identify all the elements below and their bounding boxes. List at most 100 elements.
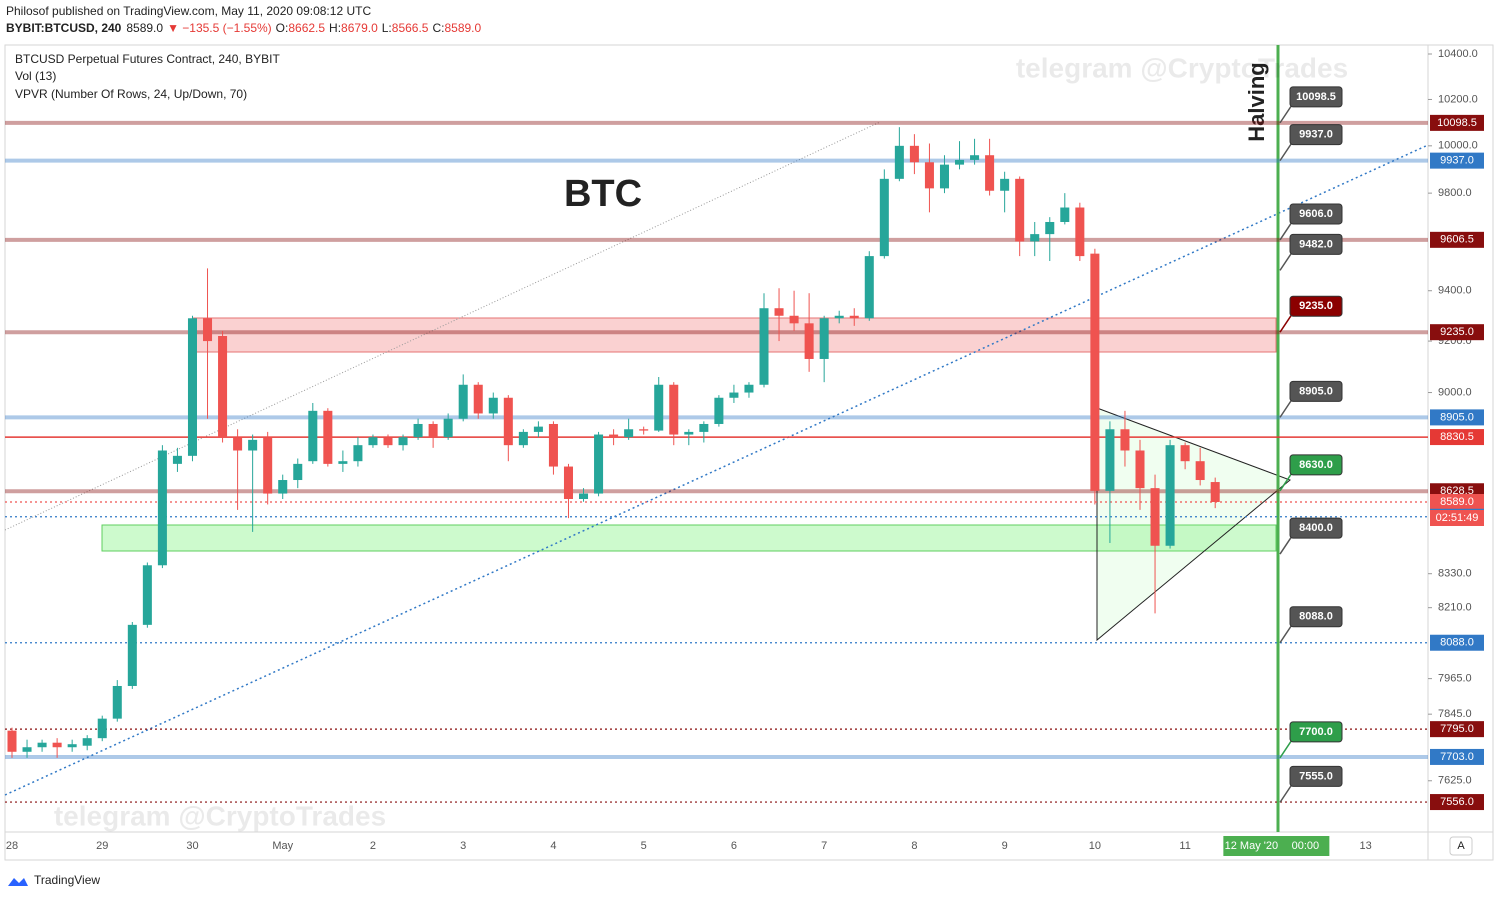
price: 8589.0	[126, 21, 163, 35]
brand: TradingView	[8, 873, 100, 887]
candle-body	[7, 730, 17, 752]
candle-body	[97, 718, 107, 739]
level-label: 10098.5	[1437, 117, 1477, 129]
callout-label: 9482.0	[1299, 238, 1333, 250]
candle-body	[684, 431, 694, 435]
candle-body	[804, 323, 814, 359]
ohlc-key: H:	[329, 21, 341, 35]
callout-pointer	[1279, 251, 1293, 271]
candle-body	[533, 426, 543, 432]
candle-body	[864, 256, 874, 319]
candle-body	[729, 392, 739, 398]
candle-body	[1060, 207, 1070, 222]
candle-body	[834, 315, 844, 319]
callout-box	[1289, 203, 1343, 225]
candle-body	[970, 155, 980, 160]
candle-body	[609, 434, 619, 438]
x-tick-label: 8	[911, 840, 917, 852]
x-tick-label: 28	[6, 840, 18, 852]
countdown-bg	[1430, 509, 1484, 526]
candle-body	[503, 397, 513, 446]
halving-label: Halving	[1244, 62, 1269, 141]
candle-body	[518, 431, 528, 446]
watermark: telegram @CryptoTrades	[1016, 52, 1348, 83]
brand-icon	[8, 878, 28, 886]
callout-label: 8088.0	[1299, 611, 1333, 623]
candle-body	[413, 423, 423, 438]
candle-body	[714, 397, 724, 424]
callout-box	[1289, 86, 1343, 108]
candle-body	[82, 738, 92, 746]
cursor-date: 12 May '20	[1225, 840, 1278, 852]
level-label: 7795.0	[1440, 723, 1474, 735]
y-tick-label: 7625.0	[1438, 775, 1472, 787]
level-label-bg	[1430, 748, 1484, 765]
callout-pointer	[1279, 535, 1293, 555]
candle-body	[849, 315, 859, 319]
chart-title: BTC	[564, 173, 642, 215]
candle-body	[789, 315, 799, 324]
x-tick-label: 4	[550, 840, 556, 852]
candle-body	[428, 423, 438, 438]
publisher: Philosof published on TradingView.com, M…	[6, 4, 371, 18]
callout-pointer	[1279, 783, 1293, 803]
x-tick-label: 2	[370, 840, 376, 852]
callout-label: 9606.0	[1299, 208, 1333, 220]
candle-body	[1210, 482, 1220, 502]
callout-label: 8905.0	[1299, 385, 1333, 397]
callout-pointer	[1279, 104, 1293, 124]
y-tick-label: 8330.0	[1438, 568, 1472, 580]
candle-body	[909, 145, 919, 163]
callout-box	[1289, 233, 1343, 255]
candle-body	[248, 439, 258, 451]
callout-pointer	[1279, 221, 1293, 241]
level-label-bg	[1430, 324, 1484, 341]
auto-scale-button[interactable]	[1449, 836, 1473, 856]
auto-scale-label[interactable]: A	[1457, 840, 1465, 852]
level-label: 9937.0	[1440, 155, 1474, 167]
candle-body	[1090, 253, 1100, 491]
trend-line	[4, 121, 881, 531]
level-label-bg	[1430, 493, 1484, 510]
candle-body	[308, 410, 318, 462]
candle-body	[203, 318, 213, 342]
callout-pointer	[1279, 398, 1293, 418]
candle-body	[1120, 429, 1130, 451]
callout-label: 7700.0	[1299, 726, 1333, 738]
y-tick-label: 8210.0	[1438, 602, 1472, 614]
trend-line	[4, 144, 1429, 796]
candle-body	[22, 747, 32, 752]
change: ▼ −135.5 (−1.55%)	[167, 21, 272, 35]
level-label-bg	[1430, 634, 1484, 651]
candle-body	[187, 318, 197, 456]
candle-body	[383, 437, 393, 446]
candle-body	[473, 384, 483, 414]
candle-body	[699, 423, 709, 432]
callout-pointer	[1279, 472, 1293, 492]
level-label-bg	[1430, 721, 1484, 738]
y-tick-label: 10200.0	[1438, 93, 1478, 105]
candle-body	[819, 318, 829, 359]
candle-body	[443, 418, 453, 438]
candle-body	[112, 685, 122, 719]
x-tick-label: 5	[641, 840, 647, 852]
x-tick-label: 9	[1002, 840, 1008, 852]
level-label-bg	[1430, 409, 1484, 426]
candle-body	[939, 164, 949, 189]
candle-body	[594, 434, 604, 494]
ohlc-key: O:	[276, 21, 289, 35]
brand-name: TradingView	[34, 873, 100, 887]
x-tick-label: May	[272, 840, 293, 852]
level-label: 9606.5	[1440, 234, 1474, 246]
x-tick-label: 7	[821, 840, 827, 852]
candle-body	[624, 429, 634, 438]
ohlc-value: 8566.5	[392, 21, 429, 35]
callout-box	[1289, 517, 1343, 539]
x-tick-label: 6	[731, 840, 737, 852]
x-tick-label: 13	[1359, 840, 1371, 852]
ohlc-key: C:	[432, 21, 444, 35]
candle-body	[1195, 461, 1205, 481]
level-label: 8589.0	[1440, 496, 1474, 508]
candle-body	[1045, 221, 1055, 235]
